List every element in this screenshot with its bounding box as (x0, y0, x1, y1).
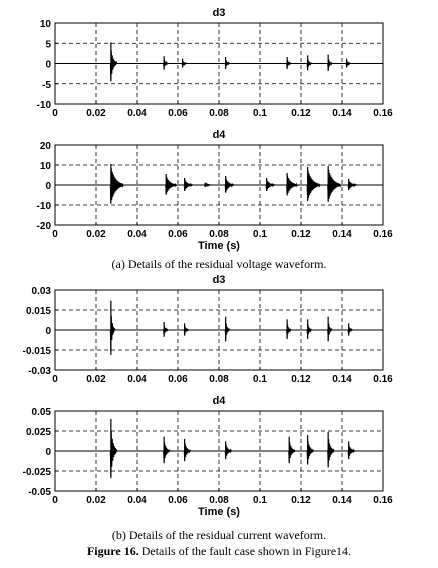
y-tick-label: 10 (40, 161, 52, 172)
subplot-title: d3 (213, 7, 226, 19)
x-tick-label: 0 (52, 108, 58, 119)
x-tick-label: 0.14 (332, 495, 352, 506)
signal-trace (55, 50, 383, 81)
y-tick-label: -0.025 (23, 467, 52, 478)
x-tick-label: 0.02 (86, 374, 106, 385)
x-tick-label: 0.14 (332, 108, 352, 119)
subplot-3: 0 0.02 0.04 0.06 0.08 0.1 0.12 0.14 0.16 0.03 0.01… (23, 274, 394, 385)
x-tick-label: 0 (52, 495, 58, 506)
y-tick-label: -0.03 (28, 366, 51, 377)
x-tick-label: 0.16 (373, 374, 393, 385)
x-tick-label: 0.16 (373, 495, 393, 506)
x-tick-label: 0.04 (127, 108, 147, 119)
x-tick-label: 0.12 (291, 108, 311, 119)
x-tick-label: 0.16 (373, 108, 393, 119)
figure-caption-text: Details of the fault case shown in Figur… (138, 544, 352, 558)
caption-b: (b) Details of the residual current wave… (111, 528, 327, 542)
x-tick-label: 0.08 (209, 495, 229, 506)
x-tick-label: 0.06 (168, 108, 188, 119)
x-tick-label: 0.12 (291, 229, 311, 240)
subplot-4: 0 0.02 0.04 0.06 0.08 0.1 0.12 0.14 0.16 0.05 0.02… (23, 395, 394, 518)
x-tick-label: 0.1 (253, 495, 267, 506)
y-tick-label: -0.015 (23, 346, 52, 357)
y-tick-label: 0.03 (32, 286, 52, 297)
subplot-title: d3 (213, 274, 226, 286)
y-tick-label: 0.05 (32, 407, 52, 418)
x-tick-label: 0.1 (253, 374, 267, 385)
y-tick-label: 0 (45, 326, 51, 337)
figure-caption: Figure 16. Details of the fault case sho… (0, 544, 438, 559)
x-tick-label: 0.1 (253, 108, 267, 119)
y-tick-label: 0.025 (26, 427, 51, 438)
x-tick-label: 0.12 (291, 495, 311, 506)
caption-a: (a) Details of the residual voltage wave… (111, 257, 327, 271)
subplot-title: d4 (213, 395, 227, 407)
x-tick-label: 0.04 (127, 229, 147, 240)
y-tick-label: -20 (37, 221, 52, 232)
y-tick-label: 0 (45, 181, 51, 192)
subplot-title: d4 (213, 129, 227, 141)
signal-trace (55, 168, 383, 204)
x-tick-label: 0.04 (127, 495, 147, 506)
x-tick-label: 0.12 (291, 374, 311, 385)
y-tick-label: -10 (37, 100, 52, 111)
x-tick-label: 0.02 (86, 108, 106, 119)
x-axis-label: Time (s) (198, 506, 240, 518)
x-tick-label: 0.16 (373, 229, 393, 240)
y-tick-label: -10 (37, 201, 52, 212)
x-tick-label: 0 (52, 374, 58, 385)
x-tick-label: 0.06 (168, 374, 188, 385)
y-tick-label: 20 (40, 141, 52, 152)
subplot-1: 0 0.02 0.04 0.06 0.08 0.1 0.12 0.14 0.16 10 5 0 -5 -1… (37, 7, 394, 119)
signal-trace (55, 315, 383, 351)
x-tick-label: 0.1 (253, 229, 267, 240)
x-axis-label: Time (s) (198, 240, 240, 252)
x-tick-label: 0.14 (332, 374, 352, 385)
x-tick-label: 0.14 (332, 229, 352, 240)
x-tick-label: 0.04 (127, 374, 147, 385)
x-tick-label: 0.06 (168, 495, 188, 506)
y-tick-label: 0.015 (26, 306, 51, 317)
subplot-2: 0 0.02 0.04 0.06 0.08 0.1 0.12 0.14 0.16 20 10 0 -10… (37, 129, 394, 252)
x-tick-label: 0.08 (209, 108, 229, 119)
y-tick-label: 0 (45, 447, 51, 458)
y-tick-label: 10 (40, 19, 52, 30)
x-tick-label: 0.02 (86, 495, 106, 506)
y-tick-label: 5 (45, 39, 51, 50)
signal-trace (55, 431, 383, 477)
x-tick-label: 0.08 (209, 374, 229, 385)
y-tick-label: 0 (45, 60, 51, 71)
x-tick-label: 0.02 (86, 229, 106, 240)
x-tick-label: 0.06 (168, 229, 188, 240)
y-tick-label: -5 (42, 80, 51, 91)
x-tick-label: 0 (52, 229, 58, 240)
x-tick-label: 0.08 (209, 229, 229, 240)
figure-label: Figure 16. (86, 544, 139, 558)
y-tick-label: -0.05 (28, 487, 51, 498)
